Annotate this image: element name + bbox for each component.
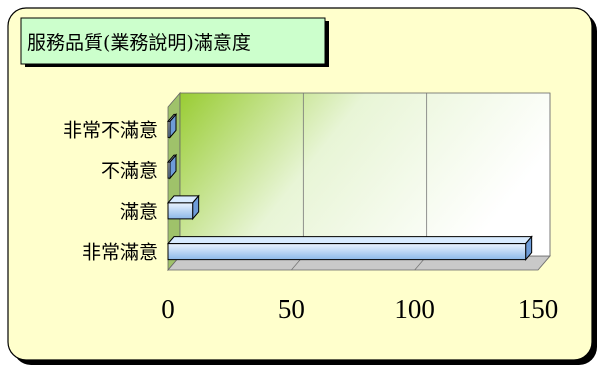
bars xyxy=(166,113,533,261)
x-tick-labels: 0 50 100 150 xyxy=(161,294,558,324)
bar xyxy=(167,161,171,179)
bar xyxy=(167,202,194,220)
category-label: 不滿意 xyxy=(101,160,158,182)
gridlines xyxy=(291,93,551,271)
category-label: 非常滿意 xyxy=(82,242,158,264)
bar xyxy=(167,120,171,138)
bar-top-face xyxy=(166,236,533,245)
category-label: 滿意 xyxy=(120,201,158,223)
x-tick-label: 0 xyxy=(161,294,175,324)
chart-title: 服務品質(業務說明)滿意度 xyxy=(27,32,251,54)
x-tick-label: 50 xyxy=(278,294,305,324)
x-tick-label: 150 xyxy=(518,294,559,324)
plot-back-wall xyxy=(179,92,551,257)
category-label: 非常不滿意 xyxy=(63,119,158,141)
floor-gridline xyxy=(537,255,551,271)
title-box xyxy=(20,17,326,65)
bar xyxy=(167,243,527,261)
x-tick-label: 100 xyxy=(394,294,435,324)
